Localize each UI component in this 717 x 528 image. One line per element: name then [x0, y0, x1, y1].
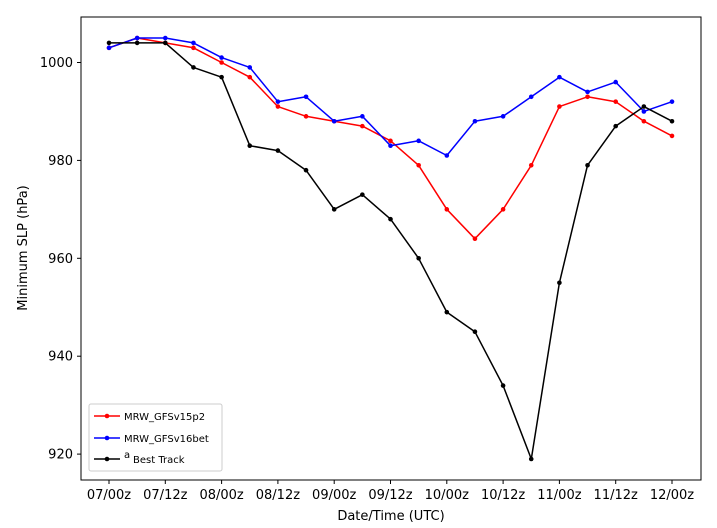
x-tick-label: 07/12z	[143, 488, 187, 503]
x-tick-label: 11/12z	[594, 488, 638, 503]
plot-lines	[106, 35, 675, 462]
data-point	[641, 118, 647, 124]
data-point	[106, 45, 112, 51]
legend-box	[88, 403, 223, 472]
data-point	[641, 104, 647, 109]
x-tick-label: 09/12z	[368, 488, 412, 503]
x-tick-label: 10/00z	[425, 488, 469, 503]
data-point	[613, 99, 618, 104]
data-point	[134, 40, 140, 46]
data-point	[585, 162, 590, 168]
x-axis: 07/00z 07/12z 08/00z 08/12z 09/00z 09/12z 10/0…	[87, 480, 694, 503]
data-point	[134, 35, 140, 41]
y-tick-label: 980	[48, 154, 73, 169]
data-point	[641, 109, 647, 114]
series-2	[106, 40, 675, 462]
x-axis-label: Date/Time (UTC)	[337, 509, 444, 524]
data-point	[275, 148, 281, 153]
data-point	[416, 162, 421, 168]
data-point	[388, 138, 393, 144]
data-point	[528, 94, 534, 100]
data-point	[500, 114, 506, 119]
data-point	[303, 94, 309, 100]
data-point	[275, 99, 281, 104]
y-axis: 920 940 960 980 1000	[40, 56, 81, 463]
data-point	[219, 55, 224, 60]
legend-label: Best Track	[133, 455, 185, 466]
x-tick-label: 08/00z	[199, 488, 243, 503]
data-point	[331, 207, 337, 212]
data-point	[669, 99, 675, 104]
data-point	[360, 192, 365, 197]
legend-label: MRW_GFSv16bet	[124, 434, 209, 445]
data-point	[191, 40, 196, 46]
data-point	[416, 255, 421, 261]
x-tick-label: 10/12z	[481, 488, 525, 503]
legend-prefix: a	[124, 450, 130, 461]
data-point	[388, 143, 393, 149]
data-point	[472, 329, 478, 335]
data-point	[557, 280, 562, 286]
data-point	[444, 309, 450, 315]
y-tick-label: 940	[48, 350, 73, 365]
data-point	[472, 118, 478, 124]
x-tick-label: 11/00z	[537, 488, 581, 503]
data-point	[163, 40, 168, 46]
data-point	[247, 65, 253, 70]
data-point	[360, 114, 365, 119]
x-tick-label: 12/00z	[650, 488, 694, 503]
data-point	[528, 456, 534, 462]
data-point	[613, 123, 618, 129]
y-tick-label: 960	[48, 252, 73, 267]
x-tick-label: 08/12z	[256, 488, 300, 503]
data-point	[669, 118, 675, 124]
data-point	[303, 167, 309, 173]
data-point	[613, 79, 618, 85]
data-point	[219, 60, 224, 65]
y-tick-label: 1000	[40, 56, 73, 71]
data-point	[416, 138, 421, 144]
data-point	[444, 207, 450, 212]
data-point	[500, 207, 506, 212]
x-tick-label: 07/00z	[87, 488, 131, 503]
series-1	[106, 35, 675, 158]
data-point	[557, 74, 562, 80]
data-point	[444, 153, 450, 158]
data-point	[585, 94, 590, 100]
data-point	[191, 45, 196, 51]
data-point	[669, 133, 675, 139]
data-point	[163, 35, 168, 41]
legend-swatch-marker	[104, 413, 110, 419]
data-point	[557, 104, 562, 109]
x-tick-label: 09/00z	[312, 488, 356, 503]
legend-swatch-marker	[104, 435, 110, 441]
data-point	[106, 40, 112, 46]
data-point	[388, 216, 393, 222]
data-point	[331, 118, 337, 124]
data-point	[360, 123, 365, 129]
data-point	[303, 114, 309, 119]
data-point	[585, 89, 590, 95]
data-point	[247, 74, 253, 80]
data-point	[247, 143, 253, 149]
data-point	[500, 383, 506, 388]
legend-swatch-marker	[104, 456, 110, 462]
legend-label: MRW_GFSv15p2	[124, 412, 205, 423]
data-point	[275, 104, 281, 109]
y-tick-label: 920	[48, 448, 73, 463]
data-point	[191, 65, 196, 70]
data-point	[472, 236, 478, 242]
data-point	[219, 74, 224, 80]
data-point	[528, 162, 534, 168]
y-axis-label: Minimum SLP (hPa)	[16, 185, 31, 310]
